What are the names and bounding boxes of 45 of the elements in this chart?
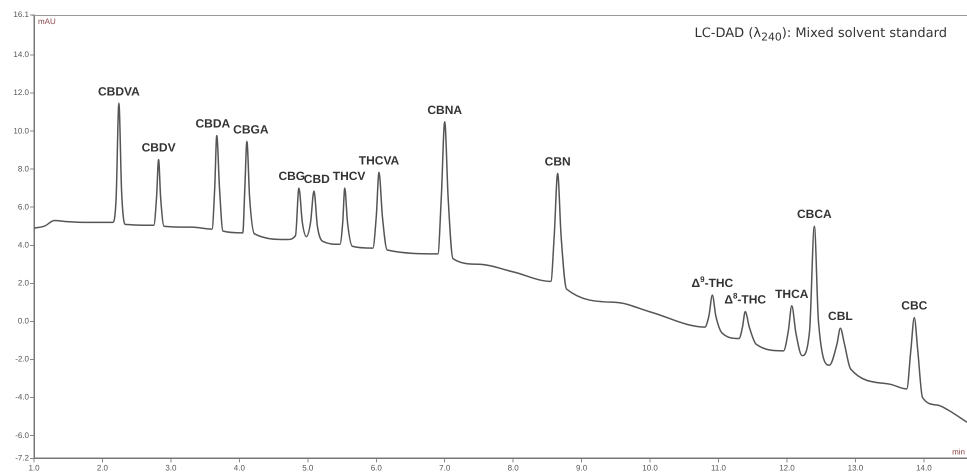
x-tick-label: 3.0 — [165, 463, 178, 472]
annotation: CBDA — [195, 116, 230, 130]
line-series — [34, 102, 967, 423]
y-tick-label: 16.1 — [13, 10, 30, 20]
y-tick-label: 8.0 — [18, 164, 30, 174]
annotation: CBGA — [233, 122, 269, 136]
annotation: CBN — [544, 154, 571, 168]
annotation: THCA — [775, 286, 809, 301]
y-tick-label: -7.2 — [15, 454, 30, 463]
y-tick-label: -4.0 — [15, 392, 30, 402]
x-tick-label: 10.0 — [642, 463, 658, 472]
y-tick-label: 10.0 — [13, 126, 30, 136]
y-tick-label: 2.0 — [18, 278, 30, 288]
annotation: CBDV — [142, 140, 176, 155]
text: LC-DAD (λ$_{240}$): Mixed solvent standard — [694, 26, 947, 44]
x-tick-label: 7.0 — [439, 463, 451, 472]
y-tick-label: 14.0 — [13, 50, 30, 60]
annotation: CBNA — [427, 102, 462, 117]
y-tick-label: -6.0 — [15, 430, 30, 440]
y-tick-label: 12.0 — [13, 88, 30, 98]
y-tick-label: -2.0 — [15, 354, 30, 364]
annotation: THCVA — [358, 153, 400, 168]
x-axis-title: min — [952, 447, 965, 456]
annotation: CBCA — [797, 207, 832, 222]
y-tick-label: 0.0 — [18, 316, 30, 326]
y-tick-label: 4.0 — [18, 240, 30, 250]
annotation: THCV — [332, 169, 366, 184]
annotation: CBDVA — [98, 84, 140, 98]
x-tick-label: 9.0 — [576, 463, 588, 472]
y-axis-title: mAU — [38, 17, 56, 26]
x-tick-label: 8.0 — [508, 463, 520, 472]
x-tick-label: 1.0 — [28, 463, 40, 472]
x-tick-label: 2.0 — [96, 463, 109, 472]
annotation: CBG — [278, 169, 306, 184]
annotation: CBL — [828, 309, 853, 324]
x-tick-label: 14.0 — [916, 463, 932, 472]
annotation: CBD — [304, 172, 330, 186]
x-tick-label: 4.0 — [234, 463, 246, 472]
x-tick-label: 11.0 — [711, 463, 727, 472]
y-tick-label: 6.0 — [18, 202, 30, 212]
x-tick-label: 13.0 — [848, 463, 864, 472]
annotation: CBC — [901, 298, 928, 313]
x-tick-label: 12.0 — [779, 463, 796, 472]
x-tick-label: 5.0 — [302, 463, 314, 472]
x-tick-label: 6.0 — [370, 463, 382, 472]
